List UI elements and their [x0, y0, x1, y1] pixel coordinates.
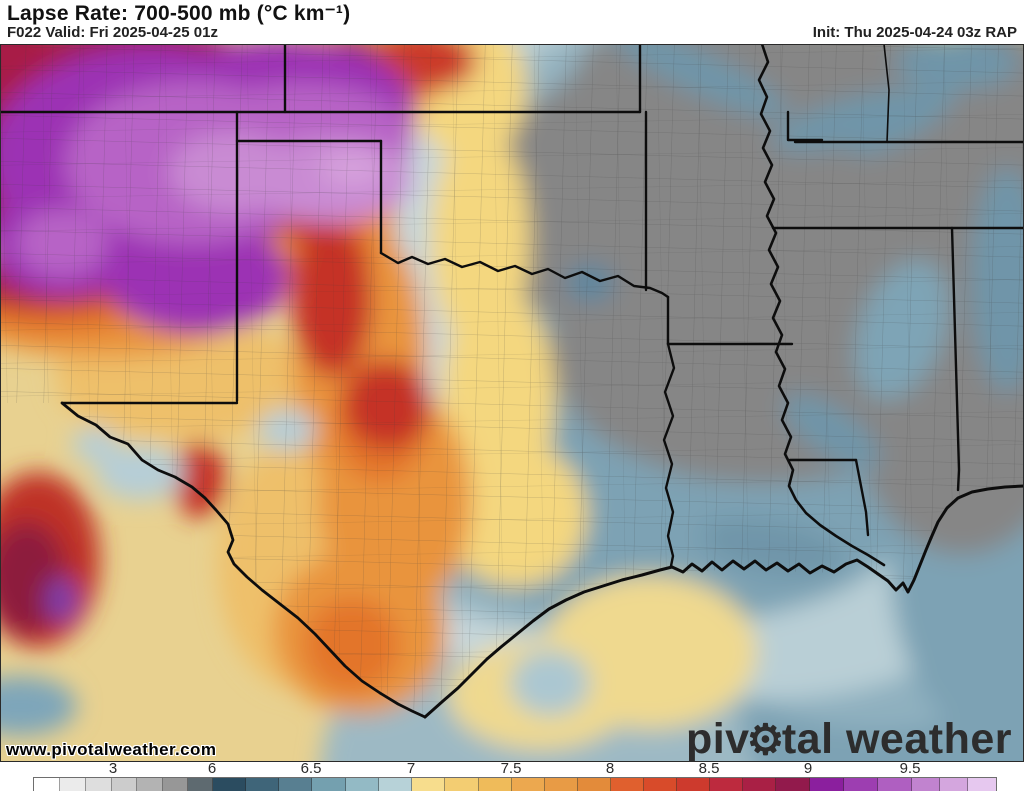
- map-area: www.pivotalweather.com piv⚙tal weather: [0, 44, 1024, 762]
- colorbar-tick-label: 8.5: [698, 760, 720, 777]
- colorbar-cell: [346, 778, 379, 791]
- colorbar-cell: [968, 778, 996, 791]
- colorbar-cell: [844, 778, 878, 791]
- colorbar-cell: [878, 778, 912, 791]
- colorbar-cell: [940, 778, 968, 791]
- colorbar-cell: [512, 778, 545, 791]
- colorbar-tick-label: 7.5: [500, 760, 522, 777]
- colorbar-cells: [33, 777, 997, 791]
- colorbar-cell: [776, 778, 810, 791]
- colorbar-cell: [644, 778, 677, 791]
- colorbar-cell: [379, 778, 412, 791]
- colorbar-cell: [912, 778, 940, 791]
- logo-text-post: tal weather: [781, 715, 1012, 763]
- colorbar-cell: [213, 778, 246, 791]
- colorbar-tick-label: 9: [803, 760, 813, 777]
- weather-map-canvas: [0, 44, 1024, 762]
- colorbar-cell: [810, 778, 844, 791]
- colorbar-labels: 3 6 6.5 7 7.5 8 8.5 9 9.5: [0, 760, 1024, 777]
- header: Lapse Rate: 700-500 mb (°C km⁻¹) F022 Va…: [0, 0, 1024, 44]
- colorbar-cell: [412, 778, 445, 791]
- colorbar-cell: [312, 778, 346, 791]
- colorbar-cell: [188, 778, 213, 791]
- pivotal-weather-logo: piv⚙tal weather: [686, 718, 1012, 761]
- colorbar-tick-label: 6.5: [300, 760, 322, 777]
- watermark-url: www.pivotalweather.com: [6, 740, 217, 759]
- gear-icon: ⚙: [746, 716, 785, 763]
- colorbar-tick-label: 6: [207, 760, 217, 777]
- colorbar-cell: [279, 778, 312, 791]
- colorbar-cell: [743, 778, 776, 791]
- colorbar-cell: [163, 778, 188, 791]
- valid-time-label: F022 Valid: Fri 2025-04-25 01z: [7, 24, 218, 41]
- colorbar-cell: [34, 778, 60, 791]
- state-borders: [0, 44, 1024, 719]
- colorbar-cell: [578, 778, 611, 791]
- colorbar-cell: [710, 778, 743, 791]
- colorbar-legend: 3 6 6.5 7 7.5 8 8.5 9 9.5: [0, 760, 1024, 791]
- colorbar-cell: [611, 778, 644, 791]
- map-title: Lapse Rate: 700-500 mb (°C km⁻¹): [7, 2, 351, 25]
- colorbar-cell: [479, 778, 512, 791]
- colorbar-cell: [246, 778, 279, 791]
- init-time-label: Init: Thu 2025-04-24 03z RAP: [812, 24, 1017, 41]
- colorbar-cell: [445, 778, 479, 791]
- colorbar-cell: [545, 778, 578, 791]
- colorbar-cell: [137, 778, 163, 791]
- colorbar-tick-label: 7: [406, 760, 416, 777]
- logo-text-pre: piv: [685, 715, 750, 763]
- colorbar-cell: [86, 778, 112, 791]
- colorbar-tick-label: 8: [605, 760, 615, 777]
- colorbar-tick-label: 9.5: [899, 760, 921, 777]
- colorbar-tick-label: 3: [108, 760, 118, 777]
- colorbar-cell: [60, 778, 86, 791]
- colorbar-cell: [677, 778, 710, 791]
- colorbar-cell: [112, 778, 137, 791]
